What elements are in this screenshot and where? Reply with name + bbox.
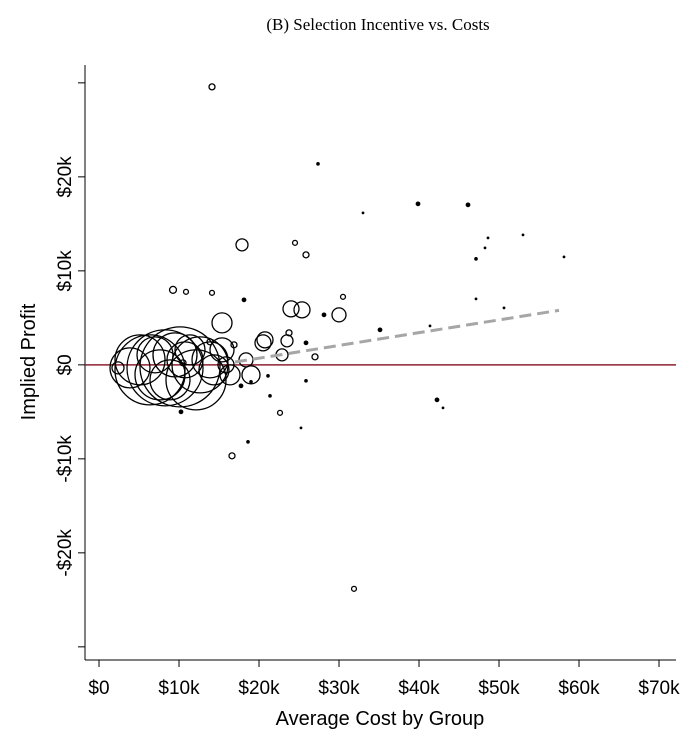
bubble: [474, 257, 478, 261]
bubble: [474, 297, 478, 301]
bubble: [109, 347, 151, 389]
bubble: [331, 307, 347, 323]
bubble: [136, 336, 174, 374]
y-tick-label: $10k: [55, 250, 76, 292]
bubble: [280, 334, 294, 348]
x-tick-label: $30k: [318, 678, 360, 699]
bubble: [139, 326, 221, 408]
bubble: [111, 361, 125, 375]
bubble: [241, 297, 247, 303]
x-tick-label: $70k: [638, 678, 680, 699]
bubble: [428, 324, 432, 328]
bubble: [152, 332, 198, 378]
bubble: [211, 312, 233, 334]
bubble: [302, 251, 310, 259]
bubble: [256, 331, 274, 349]
bubble: [282, 300, 300, 318]
bubble: [174, 334, 206, 366]
y-tick-label: -$10k: [55, 435, 76, 483]
bubble: [303, 340, 309, 346]
bubble: [377, 327, 383, 333]
fit-line: [234, 308, 560, 364]
bubble: [465, 202, 471, 208]
bubble: [321, 312, 327, 318]
y-axis-title: Implied Profit: [18, 303, 40, 420]
x-axis-title: Average Cost by Group: [276, 708, 485, 730]
bubble: [249, 380, 253, 384]
bubble: [350, 585, 358, 592]
bubble: [502, 306, 506, 310]
bubble: [126, 329, 204, 407]
bubble: [246, 440, 250, 444]
bubble: [311, 353, 319, 361]
x-tick-label: $0: [88, 678, 109, 699]
y-tick-label: -$20k: [55, 529, 76, 577]
bubble: [291, 239, 299, 246]
bubble: [361, 211, 365, 215]
bubble: [521, 233, 525, 237]
x-tick-label: $60k: [558, 678, 600, 699]
bubble: [285, 329, 293, 337]
x-tick-label: $50k: [478, 678, 520, 699]
bubble: [254, 334, 272, 352]
bubble: [562, 255, 566, 259]
x-tick-label: $10k: [158, 678, 200, 699]
bubble: [483, 246, 487, 250]
bubble: [134, 349, 186, 401]
bubble: [434, 397, 440, 403]
bubble: [339, 293, 347, 300]
bubble: [304, 379, 308, 383]
bubble: [316, 162, 320, 166]
bubble: [209, 337, 235, 363]
x-tick-label: $40k: [398, 678, 440, 699]
bubble: [198, 354, 230, 386]
bubble: [219, 364, 241, 386]
bubble: [238, 383, 244, 389]
y-tick-label: $20k: [55, 156, 76, 198]
bubble: [149, 359, 191, 401]
bubble: [268, 394, 272, 398]
bubble: [182, 288, 190, 295]
bubble: [178, 409, 184, 415]
bubble: [168, 285, 178, 294]
bubble: [208, 289, 216, 296]
bubble: [235, 238, 249, 252]
bubble: [241, 365, 261, 385]
bubble: [228, 452, 236, 460]
bubble: [486, 236, 490, 240]
y-tick-label: $0: [55, 354, 76, 375]
bubble: [266, 374, 270, 378]
chart-title: (B) Selection Incentive vs. Costs: [266, 15, 489, 34]
bubble: [299, 426, 303, 430]
bubble: [276, 409, 284, 416]
bubble: [217, 356, 235, 374]
x-tick-label: $20k: [238, 678, 280, 699]
bubble: [208, 83, 216, 91]
bubble: [415, 201, 421, 207]
bubble: [441, 406, 445, 410]
bubble: [293, 301, 311, 319]
